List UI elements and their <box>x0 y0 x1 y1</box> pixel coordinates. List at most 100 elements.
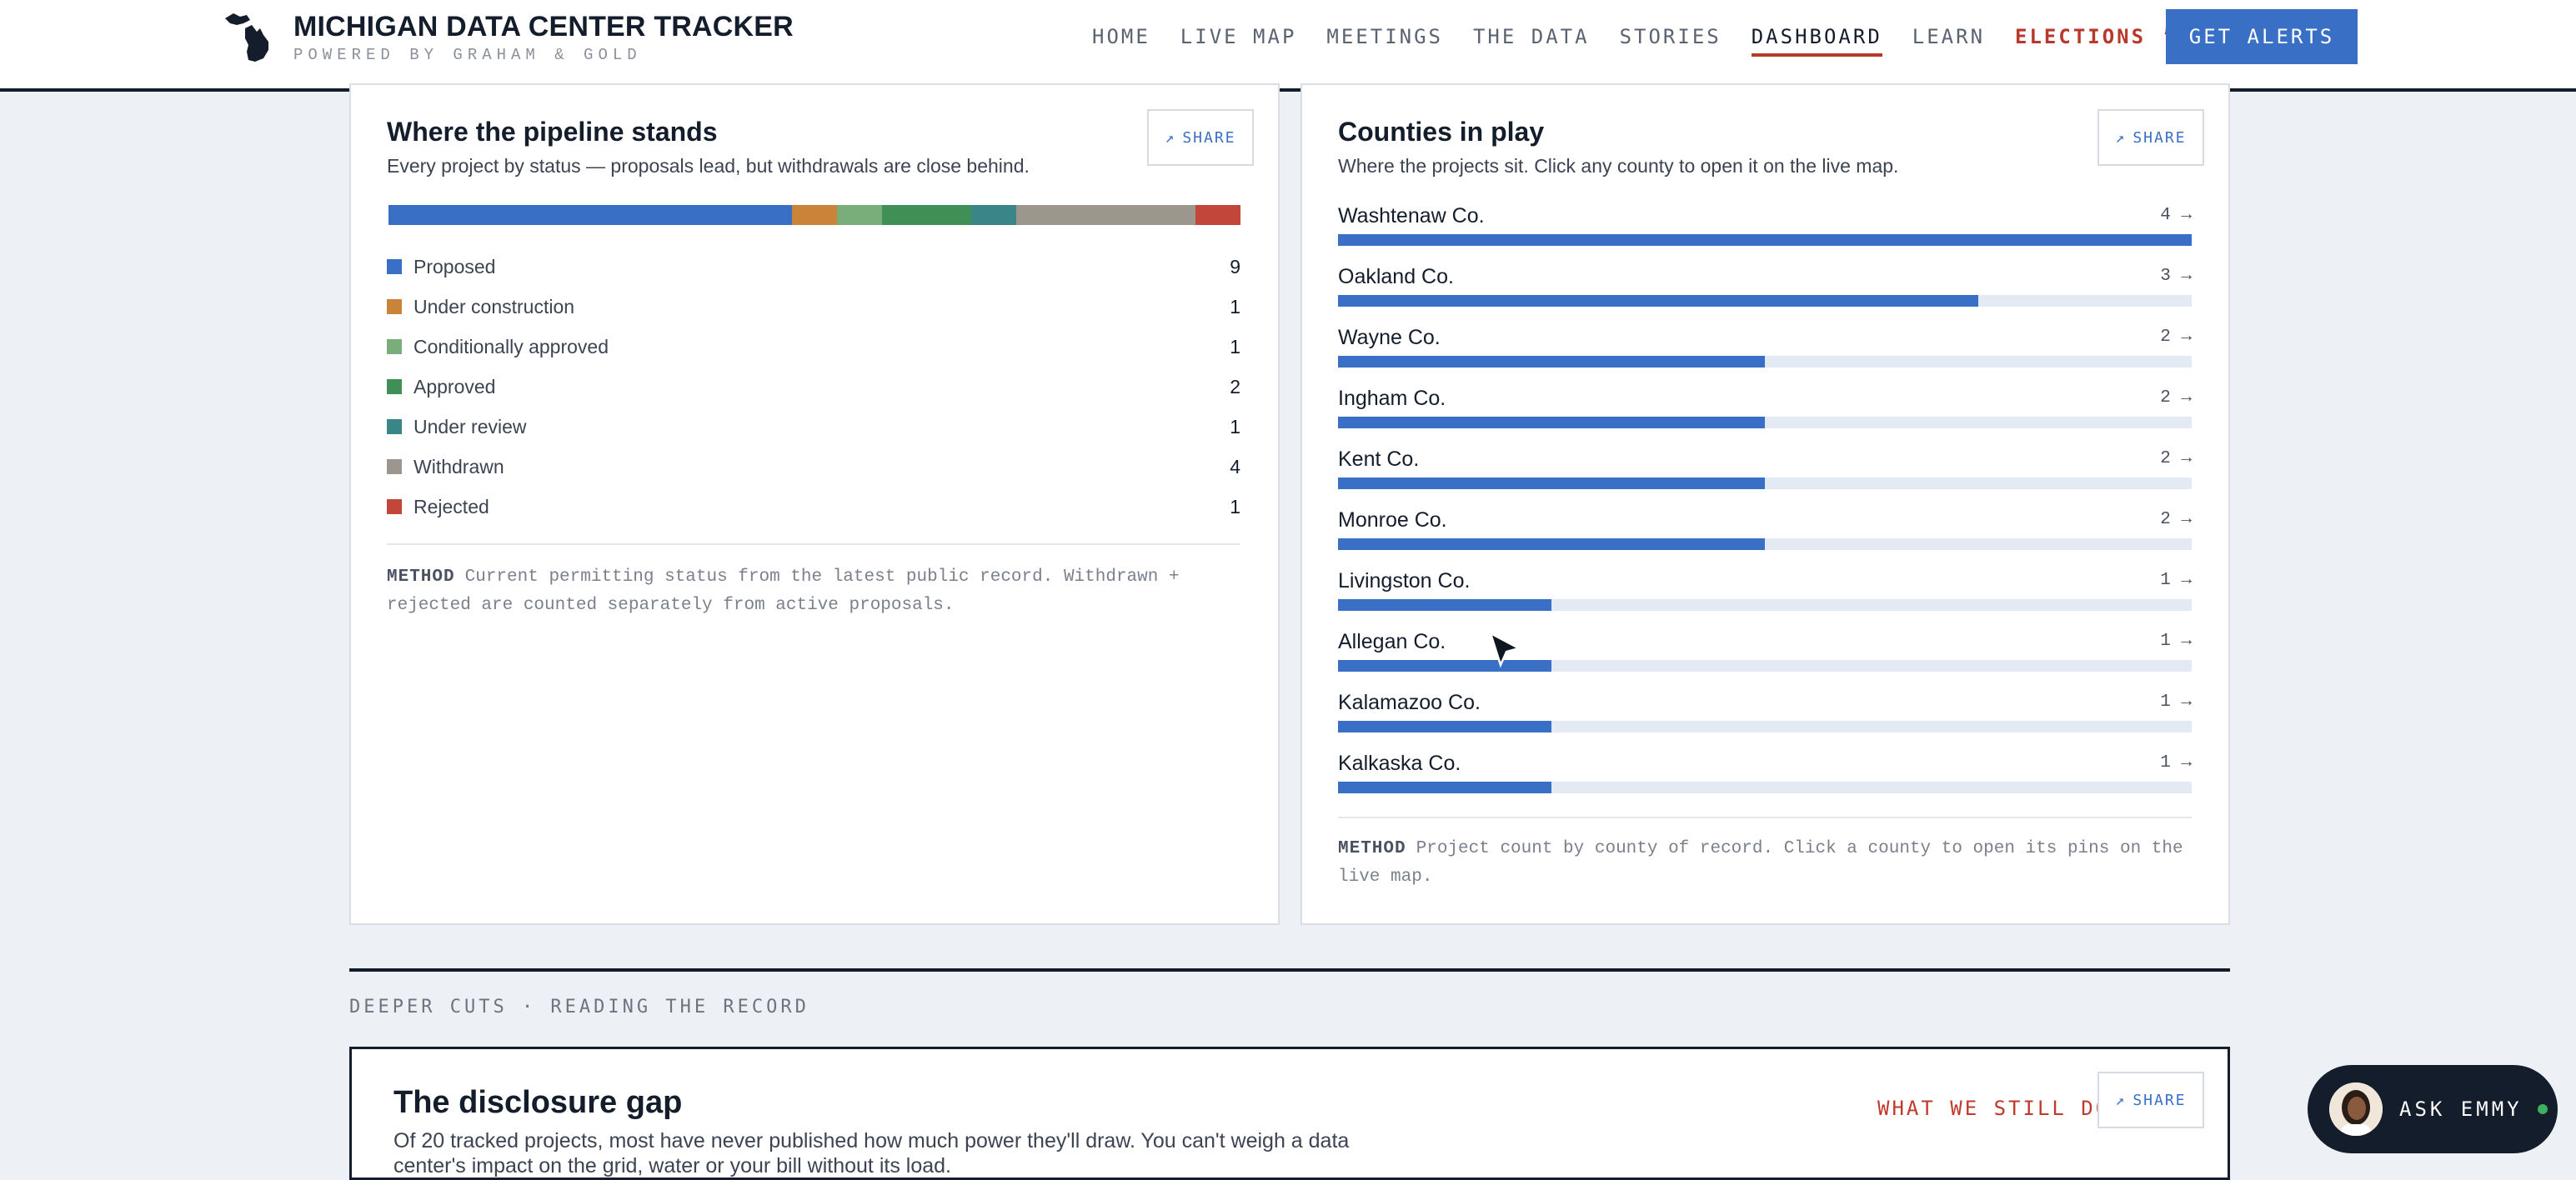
county-row[interactable]: Kalamazoo Co. 1 → <box>1338 691 2192 752</box>
pipeline-method: METHOD Current permitting status from the… <box>387 563 1245 620</box>
legend-swatch <box>387 419 402 434</box>
method-label: METHOD <box>387 568 455 587</box>
county-bar <box>1338 295 1978 307</box>
legend-row: Under construction 1 <box>387 294 1240 319</box>
county-count: 3 → <box>2160 267 2192 286</box>
nav-item-home[interactable]: HOME <box>1092 25 1150 48</box>
county-name: Ingham Co. <box>1338 387 1446 410</box>
county-bar <box>1338 478 1765 489</box>
legend-value: 9 <box>1230 255 1240 278</box>
section-label: DEEPER CUTS · READING THE RECORD <box>349 997 809 1018</box>
county-row[interactable]: Ingham Co. 2 → <box>1338 387 2192 448</box>
method-label: METHOD <box>1338 839 1406 858</box>
legend-label: Under review <box>413 415 527 438</box>
county-row[interactable]: Allegan Co. 1 → <box>1338 630 2192 691</box>
county-name: Monroe Co. <box>1338 508 1447 532</box>
stacked-segment-under-review <box>971 205 1017 225</box>
county-bar-track <box>1338 356 2192 368</box>
disclosure-title: The disclosure gap <box>393 1085 683 1120</box>
county-name: Kalkaska Co. <box>1338 752 1461 775</box>
stacked-segment-under-construction <box>792 205 837 225</box>
county-row[interactable]: Kent Co. 2 → <box>1338 448 2192 508</box>
county-row[interactable]: Kalkaska Co. 1 → <box>1338 752 2192 812</box>
county-bar-track <box>1338 782 2192 793</box>
county-row[interactable]: Oakland Co. 3 → <box>1338 265 2192 326</box>
counties-share-button[interactable]: ↗ SHARE <box>2097 109 2204 166</box>
county-count: 1 → <box>2160 632 2192 651</box>
ask-emmy-button[interactable]: ASK EMMY <box>2308 1065 2558 1153</box>
county-row[interactable]: Livingston Co. 1 → <box>1338 569 2192 630</box>
county-bar-track <box>1338 599 2192 611</box>
legend-row: Withdrawn 4 <box>387 454 1240 479</box>
person-avatar-icon <box>2329 1082 2383 1136</box>
county-row[interactable]: Monroe Co. 2 → <box>1338 508 2192 569</box>
site-header: MICHIGAN DATA CENTER TRACKER POWERED BY … <box>0 0 2576 92</box>
legend-value: 1 <box>1230 295 1240 318</box>
county-row[interactable]: Wayne Co. 2 → <box>1338 326 2192 387</box>
county-name: Washtenaw Co. <box>1338 204 1485 228</box>
legend-value: 4 <box>1230 455 1240 478</box>
pipeline-share-button[interactable]: ↗ SHARE <box>1147 109 1254 166</box>
legend-row: Under review 1 <box>387 414 1240 439</box>
share-label: SHARE <box>2132 128 2187 147</box>
disclosure-tag[interactable]: WHAT WE STILL DON <box>1877 1097 2125 1120</box>
county-bar <box>1338 599 1551 611</box>
pipeline-title: Where the pipeline stands <box>387 117 718 147</box>
nav-item-learn[interactable]: LEARN <box>1912 25 1986 48</box>
nav-item-dashboard[interactable]: DASHBOARD <box>1751 25 1882 57</box>
county-bar-track <box>1338 295 2192 307</box>
stacked-segment-rejected <box>1195 205 1240 225</box>
county-name: Kalamazoo Co. <box>1338 691 1481 714</box>
counties-divider <box>1338 817 2192 818</box>
county-row[interactable]: Washtenaw Co. 4 → <box>1338 204 2192 265</box>
county-count: 1 → <box>2160 692 2192 712</box>
county-bar-track <box>1338 234 2192 246</box>
disclosure-text: Of 20 tracked projects, most have never … <box>393 1129 1350 1178</box>
stacked-segment-withdrawn <box>1016 205 1196 225</box>
county-name: Livingston Co. <box>1338 569 1471 592</box>
county-bar-track <box>1338 538 2192 550</box>
stacked-segment-conditionally-approved <box>836 205 882 225</box>
disclosure-card <box>349 1047 2230 1180</box>
counties-method: METHOD Project count by county of record.… <box>1338 835 2197 892</box>
county-name: Oakland Co. <box>1338 265 1454 288</box>
county-count: 1 → <box>2160 571 2192 590</box>
stacked-segment-approved <box>881 205 972 225</box>
legend-row: Rejected 1 <box>387 494 1240 519</box>
county-count: 2 → <box>2160 388 2192 408</box>
emmy-avatar <box>2329 1082 2383 1136</box>
legend-swatch <box>387 339 402 354</box>
brand[interactable]: MICHIGAN DATA CENTER TRACKER POWERED BY … <box>222 8 794 67</box>
nav-item-live-map[interactable]: LIVE MAP <box>1180 25 1297 48</box>
main-nav: HOME LIVE MAP MEETINGS THE DATA STORIES DASHB… <box>1092 10 2234 63</box>
county-bar <box>1338 660 1551 672</box>
legend-swatch <box>387 259 402 274</box>
online-status-dot <box>2537 1104 2548 1114</box>
mouse-cursor-icon <box>1488 631 1522 668</box>
nav-item-stories[interactable]: STORIES <box>1619 25 1722 48</box>
legend-label: Conditionally approved <box>413 335 609 358</box>
legend-label: Under construction <box>413 295 575 318</box>
disclosure-share-button[interactable]: ↗ SHARE <box>2097 1072 2204 1128</box>
method-text: Current permitting status from the lates… <box>387 568 1180 615</box>
legend-row: Conditionally approved 1 <box>387 334 1240 359</box>
share-label: SHARE <box>1182 128 1236 147</box>
method-text: Project count by county of record. Click… <box>1338 839 2183 887</box>
counties-subtitle: Where the projects sit. Click any county… <box>1338 155 1899 177</box>
nav-item-the-data[interactable]: THE DATA <box>1472 25 1590 48</box>
legend-value: 2 <box>1230 375 1240 398</box>
county-count: 1 → <box>2160 753 2192 772</box>
ask-emmy-label: ASK EMMY <box>2399 1098 2523 1121</box>
legend-label: Withdrawn <box>413 455 504 478</box>
county-name: Allegan Co. <box>1338 630 1446 653</box>
michigan-logo-icon <box>225 13 268 62</box>
share-arrow-icon: ↗ <box>2115 1091 2127 1109</box>
county-bar <box>1338 234 2192 246</box>
get-alerts-button[interactable]: GET ALERTS <box>2166 9 2358 64</box>
county-bar <box>1338 417 1765 428</box>
counties-title: Counties in play <box>1338 117 1545 147</box>
legend-swatch <box>387 299 402 314</box>
nav-item-meetings[interactable]: MEETINGS <box>1326 25 1443 48</box>
legend-swatch <box>387 379 402 394</box>
site-title: MICHIGAN DATA CENTER TRACKER <box>293 11 794 42</box>
